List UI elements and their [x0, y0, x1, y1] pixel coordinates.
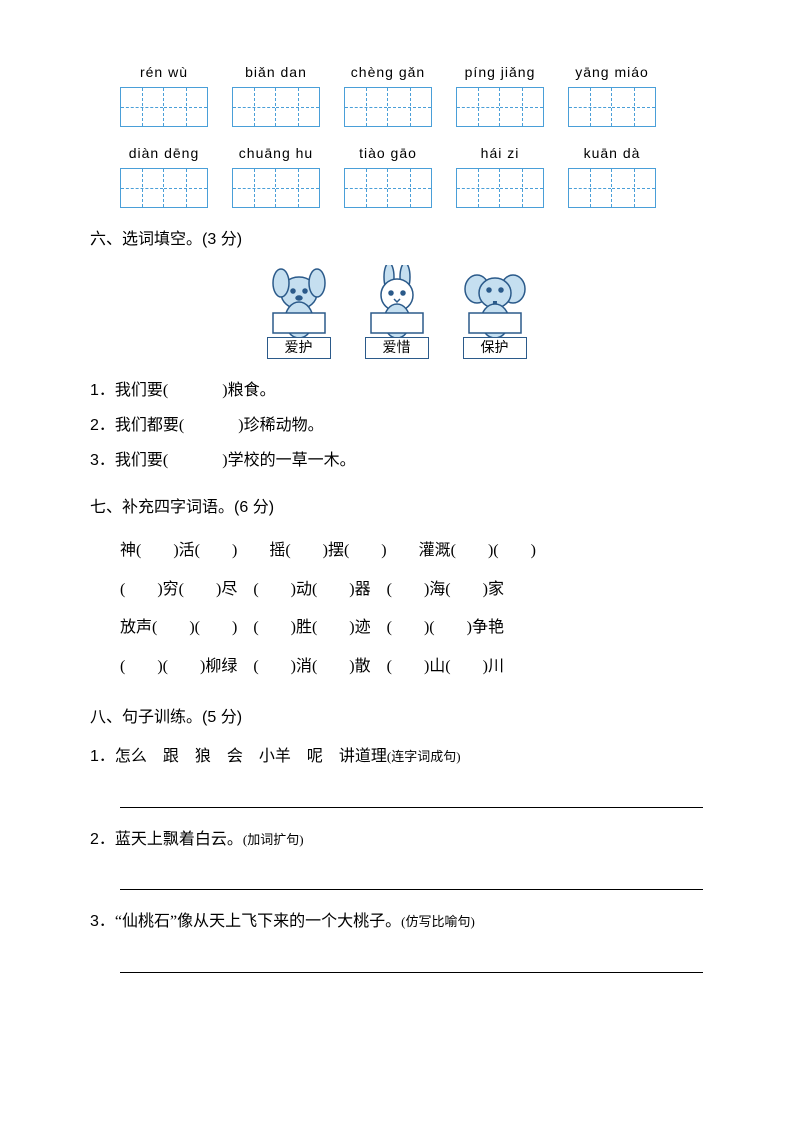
pinyin-cell: kuān dà [568, 141, 656, 208]
q-note: (仿写比喻句) [401, 914, 475, 929]
section-title-text: 八、句子训练。 [90, 709, 202, 726]
q-num: 2． [90, 417, 115, 434]
idiom-row[interactable]: ( )( )柳绿 ( )消( )散 ( )山( )川 [120, 648, 703, 686]
rabbit-icon: 爱惜 [352, 265, 442, 359]
q-num: 3． [90, 452, 115, 469]
idiom-row[interactable]: ( )穷( )尽 ( )动( )器 ( )海( )家 [120, 571, 703, 609]
q-num: 2． [90, 831, 115, 848]
writing-box[interactable] [120, 168, 208, 208]
writing-box[interactable] [120, 87, 208, 127]
blank[interactable] [184, 412, 238, 441]
writing-box[interactable] [232, 87, 320, 127]
pinyin-label: biǎn dan [245, 60, 307, 85]
q8-1: 1．怎么 跟 狼 会 小羊 呢 讲道理(连字词成句) [90, 743, 703, 772]
pinyin-label: chèng gǎn [351, 60, 425, 85]
pinyin-cell: diàn dēng [120, 141, 208, 208]
writing-box[interactable] [344, 87, 432, 127]
answer-line[interactable] [120, 784, 703, 808]
section-title-text: 七、补充四字词语。 [90, 499, 234, 516]
elephant-icon: 保护 [450, 265, 540, 359]
q-num: 1． [90, 382, 115, 399]
pinyin-cell: rén wù [120, 60, 208, 127]
idiom-block: 神( )活( ) 摇( )摆( ) 灌溉( )( ) ( )穷( )尽 ( )动… [90, 532, 703, 686]
q8-3: 3．“仙桃石”像从天上飞下来的一个大桃子。(仿写比喻句) [90, 908, 703, 937]
section-points: (3 分) [202, 231, 242, 248]
q6-1: 1．我们要( )粮食。 [90, 377, 703, 406]
pinyin-label: kuān dà [584, 141, 641, 166]
q-text: 我们要( [115, 382, 168, 399]
section-8-title: 八、句子训练。(5 分) [90, 704, 703, 733]
word-sign: 爱护 [267, 337, 331, 359]
pinyin-label: hái zi [481, 141, 520, 166]
writing-box[interactable] [456, 87, 544, 127]
section-points: (6 分) [234, 499, 274, 516]
pinyin-cell: yāng miáo [568, 60, 656, 127]
pinyin-row-2: diàn dēng chuāng hu tiào gāo hái zi kuān… [90, 141, 703, 208]
word-sign: 爱惜 [365, 337, 429, 359]
pinyin-label: diàn dēng [129, 141, 200, 166]
q-text: 怎么 跟 狼 会 小羊 呢 讲道理 [115, 748, 387, 765]
q6-2: 2．我们都要( )珍稀动物。 [90, 412, 703, 441]
q6-3: 3．我们要( )学校的一草一木。 [90, 447, 703, 476]
dog-icon: 爱护 [254, 265, 344, 359]
q-num: 1． [90, 748, 115, 765]
answer-line[interactable] [120, 866, 703, 890]
q-text: )珍稀动物。 [238, 417, 323, 434]
q-text: )学校的一草一木。 [222, 452, 355, 469]
idiom-row[interactable]: 放声( )( ) ( )胜( )迹 ( )( )争艳 [120, 609, 703, 647]
q-text: “仙桃石”像从天上飞下来的一个大桃子。 [115, 913, 401, 930]
writing-box[interactable] [232, 168, 320, 208]
writing-box[interactable] [456, 168, 544, 208]
pinyin-row-1: rén wù biǎn dan chèng gǎn píng jiǎng yān… [90, 60, 703, 127]
q-note: (连字词成句) [387, 749, 461, 764]
q-text: 我们都要( [115, 417, 184, 434]
pinyin-label: yāng miáo [575, 60, 649, 85]
pinyin-cell: chèng gǎn [344, 60, 432, 127]
blank[interactable] [168, 447, 222, 476]
pinyin-cell: biǎn dan [232, 60, 320, 127]
q-text: )粮食。 [222, 382, 275, 399]
section-7-title: 七、补充四字词语。(6 分) [90, 494, 703, 523]
q-text: 我们要( [115, 452, 168, 469]
pinyin-cell: chuāng hu [232, 141, 320, 208]
q-note: (加词扩句) [243, 832, 304, 847]
q-num: 3． [90, 913, 115, 930]
writing-box[interactable] [568, 87, 656, 127]
pinyin-cell: tiào gāo [344, 141, 432, 208]
word-sign: 保护 [463, 337, 527, 359]
pinyin-cell: hái zi [456, 141, 544, 208]
writing-box[interactable] [568, 168, 656, 208]
q8-2: 2．蓝天上飘着白云。(加词扩句) [90, 826, 703, 855]
section-title-text: 六、选词填空。 [90, 231, 202, 248]
answer-line[interactable] [120, 949, 703, 973]
pinyin-label: píng jiǎng [465, 60, 536, 85]
q-text: 蓝天上飘着白云。 [115, 831, 243, 848]
section-6-title: 六、选词填空。(3 分) [90, 226, 703, 255]
pinyin-label: tiào gāo [359, 141, 417, 166]
blank[interactable] [168, 377, 222, 406]
idiom-row[interactable]: 神( )活( ) 摇( )摆( ) 灌溉( )( ) [120, 532, 703, 570]
pinyin-cell: píng jiǎng [456, 60, 544, 127]
pinyin-label: chuāng hu [239, 141, 313, 166]
animal-illustration: 爱护 爱惜 [90, 265, 703, 359]
pinyin-label: rén wù [140, 60, 188, 85]
section-points: (5 分) [202, 709, 242, 726]
writing-box[interactable] [344, 168, 432, 208]
